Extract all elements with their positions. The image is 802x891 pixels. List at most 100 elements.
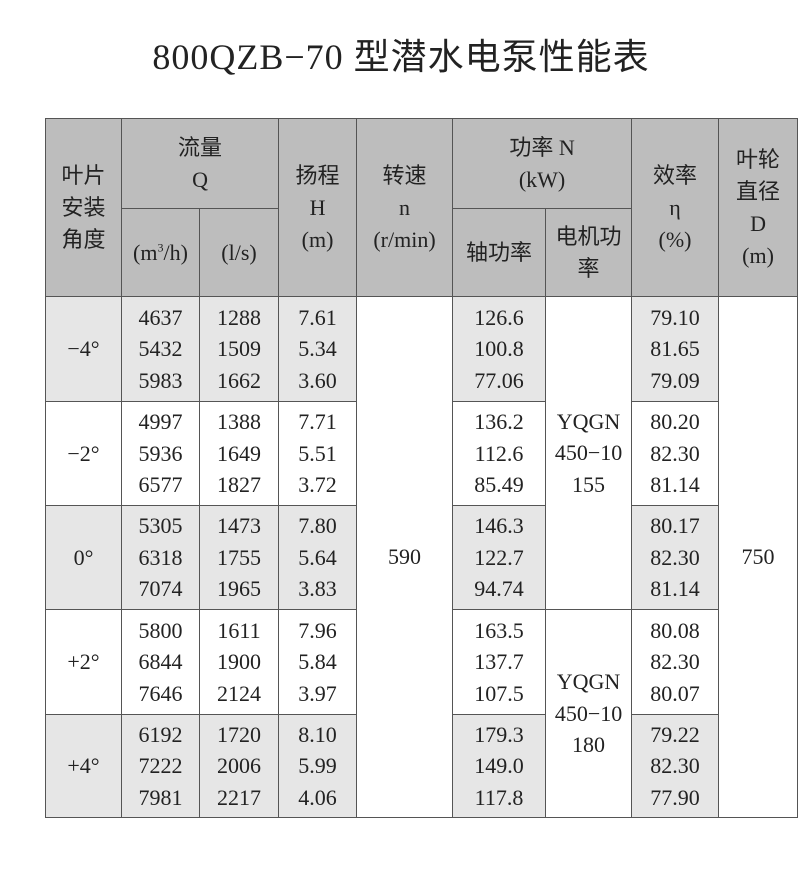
cell-value: 6577 [138,472,183,498]
cell-value: 450−10 [554,700,623,726]
cell-value: 6318 [138,544,183,570]
cell-value: 5936 [138,440,183,466]
cell-value: 1827 [217,472,261,498]
cell-value: 79.22 [650,721,700,747]
cell-value: 82.30 [650,440,700,466]
flow-m3h-cell: 4997 5936 6577 [121,401,200,506]
cell-value: 163.5 [474,617,524,643]
head-cell: 8.10 5.99 4.06 [278,714,358,818]
header-diameter: 叶轮 直径 D (m) [718,118,799,297]
cell-value: 1388 [217,409,261,435]
cell-value: 5.34 [298,336,337,362]
cell-value: 77.90 [650,784,700,810]
cell-value: 117.8 [474,784,524,810]
efficiency-cell: 80.08 82.30 80.07 [631,609,720,715]
efficiency-cell: 79.10 81.65 79.09 [631,296,720,402]
motor-power-cell: YQGN 450−10 180 [545,609,633,818]
cell-value: 112.6 [474,440,524,466]
angle-cell: +2° [45,609,122,715]
header-text: (m) [742,242,774,268]
cell-value: 179.3 [474,721,524,747]
head-cell: 7.71 5.51 3.72 [278,401,358,506]
cell-value: 2124 [217,680,261,706]
header-text: 扬程 [295,162,340,188]
cell-value: 79.09 [650,367,700,393]
header-text: 叶轮 [736,146,781,172]
cell-value: 81.65 [650,336,700,362]
header-text: 功率 N [509,134,575,160]
header-text: (%) [658,226,692,252]
cell-value: 1965 [217,576,261,602]
performance-table: 叶片 安装 角度 流量 Q 扬程 H (m) 转速 n (r/min) 功率 N… [45,118,799,818]
efficiency-cell: 79.22 82.30 77.90 [631,714,720,818]
cell-value: 0° [73,544,94,570]
angle-cell: −4° [45,296,122,402]
cell-value: 7222 [138,753,183,779]
cell-value: 7.96 [298,617,337,643]
header-text: 效率 [653,162,698,188]
cell-value: YQGN [556,669,621,695]
angle-cell: +4° [45,714,122,818]
cell-value: 82.30 [650,753,700,779]
header-text: 转速 [382,162,427,188]
cell-value: 77.06 [474,367,524,393]
cell-value: 5800 [138,617,183,643]
cell-value: 6192 [138,721,183,747]
cell-value: 1649 [217,440,261,466]
cell-value: 80.20 [650,409,700,435]
page-title: 800QZB−70 型潜水电泵性能表 [152,37,650,77]
cell-value: 80.07 [650,680,700,706]
diameter-cell: 750 [718,296,799,818]
cell-value: 590 [388,544,422,570]
shaft-power-cell: 126.6 100.8 77.06 [452,296,547,402]
cell-value: 7074 [138,576,183,602]
cell-value: 1900 [217,649,261,675]
flow-m3h-cell: 5305 6318 7074 [121,505,200,610]
header-efficiency: 效率 η (%) [631,118,720,297]
header-head: 扬程 H (m) [278,118,358,297]
header-shaft-power: 轴功率 [452,208,547,297]
cell-value: 7.71 [298,409,337,435]
cell-value: 3.83 [298,576,337,602]
efficiency-cell: 80.17 82.30 81.14 [631,505,720,610]
cell-value: 85.49 [474,472,524,498]
flow-m3h-cell: 5800 6844 7646 [121,609,200,715]
header-angle: 叶片 安装 角度 [45,118,122,297]
flow-m3h-cell: 4637 5432 5983 [121,296,200,402]
cell-value: 107.5 [474,680,524,706]
unit-superscript: 3 [157,240,164,255]
cell-value: 5432 [138,336,183,362]
cell-value: 94.74 [474,576,524,602]
cell-value: 1509 [217,336,261,362]
cell-value: −4° [67,336,100,362]
cell-value: 1611 [217,617,261,643]
table-row: +4° 6192 7222 7981 1720 2006 2217 8.10 5.99 4.06 1… [45,714,798,818]
cell-value: 82.30 [650,649,700,675]
efficiency-cell: 80.20 82.30 81.14 [631,401,720,506]
cell-value: 5.99 [298,753,337,779]
cell-value: 5305 [138,513,183,539]
cell-value: 3.97 [298,680,337,706]
cell-value: 137.7 [474,649,524,675]
cell-value: 1473 [217,513,261,539]
flow-ls-cell: 1611 1900 2124 [198,609,280,715]
header-text: (r/min) [373,226,436,252]
shaft-power-cell: 179.3 149.0 117.8 [452,714,547,818]
cell-value: 3.60 [298,367,337,393]
cell-value: 7.61 [298,304,337,330]
table-row: −2° 4997 5936 6577 1388 1649 1827 7.71 5.51 3.72 1… [45,401,798,506]
cell-value: 122.7 [474,544,524,570]
header-text: H [309,194,326,220]
flow-ls-cell: 1388 1649 1827 [198,401,280,506]
cell-value: 7.80 [298,513,337,539]
header-text: 流量 [178,134,223,160]
cell-value: 1288 [217,304,261,330]
header-flow: 流量 Q [120,118,280,209]
cell-value: 82.30 [650,544,700,570]
shaft-power-cell: 136.2 112.6 85.49 [452,401,547,506]
head-cell: 7.80 5.64 3.83 [278,505,358,610]
flow-ls-cell: 1288 1509 1662 [198,296,280,402]
flow-m3h-cell: 6192 7222 7981 [121,714,200,818]
cell-value: 6844 [138,649,183,675]
header-text: η [669,194,681,220]
